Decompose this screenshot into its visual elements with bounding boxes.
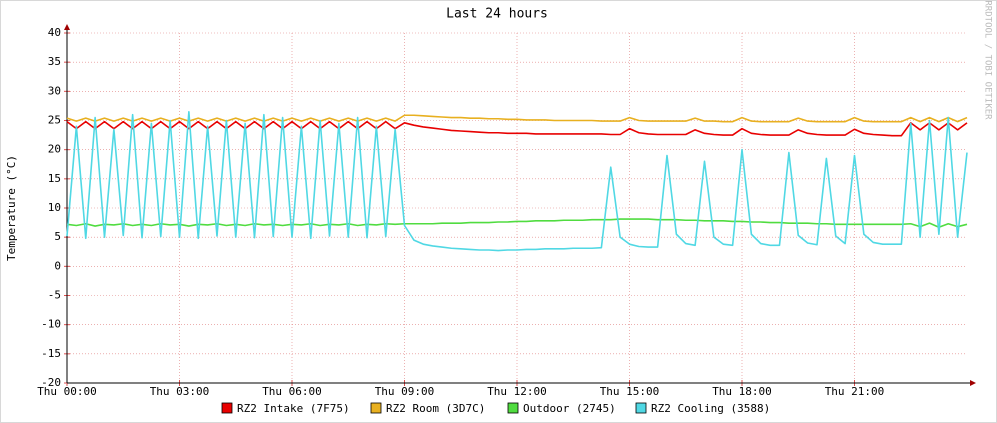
series-line (66, 114, 968, 123)
x-tick-label: Thu 06:00 (262, 385, 322, 398)
y-tick-label: 10 (48, 201, 61, 214)
legend-label: RZ2 Room (3D7C) (386, 402, 485, 415)
y-tick-label: 40 (48, 26, 61, 39)
legend-label: RZ2 Intake (7F75) (237, 402, 350, 415)
y-tick-label: 30 (48, 84, 61, 97)
series-line (66, 110, 968, 252)
x-tick-label: Thu 21:00 (825, 385, 885, 398)
legend-label: Outdoor (2745) (523, 402, 616, 415)
y-tick-label: 35 (48, 55, 61, 68)
y-tick-label: 20 (48, 143, 61, 156)
x-axis-arrow (970, 380, 976, 386)
y-axis-arrow (64, 24, 70, 30)
y-tick-label: 15 (48, 172, 61, 185)
y-tick-label: -15 (41, 347, 61, 360)
legend-swatch (635, 402, 647, 414)
x-tick-label: Thu 00:00 (37, 385, 97, 398)
chart-title: Last 24 hours (446, 7, 548, 22)
legend-swatch (370, 402, 382, 414)
y-axis-label: Temperature (°C) (5, 155, 18, 261)
y-tick-label: 0 (54, 259, 61, 272)
series-line (66, 218, 968, 229)
y-tick-label: -20 (41, 376, 61, 389)
legend-label: RZ2 Cooling (3588) (651, 402, 770, 415)
x-tick-label: Thu 12:00 (487, 385, 547, 398)
x-tick-label: Thu 15:00 (600, 385, 660, 398)
legend-swatch (221, 402, 233, 414)
legend-swatch (507, 402, 519, 414)
y-tick-label: -5 (48, 289, 61, 302)
x-tick-label: Thu 03:00 (150, 385, 210, 398)
side-label: RRDTOOL / TOBI OETIKER (983, 0, 993, 120)
y-tick-label: -10 (41, 318, 61, 331)
y-tick-label: 25 (48, 114, 61, 127)
x-tick-label: Thu 18:00 (712, 385, 772, 398)
y-tick-label: 5 (54, 230, 61, 243)
series-line (66, 120, 968, 137)
x-tick-label: Thu 09:00 (375, 385, 435, 398)
